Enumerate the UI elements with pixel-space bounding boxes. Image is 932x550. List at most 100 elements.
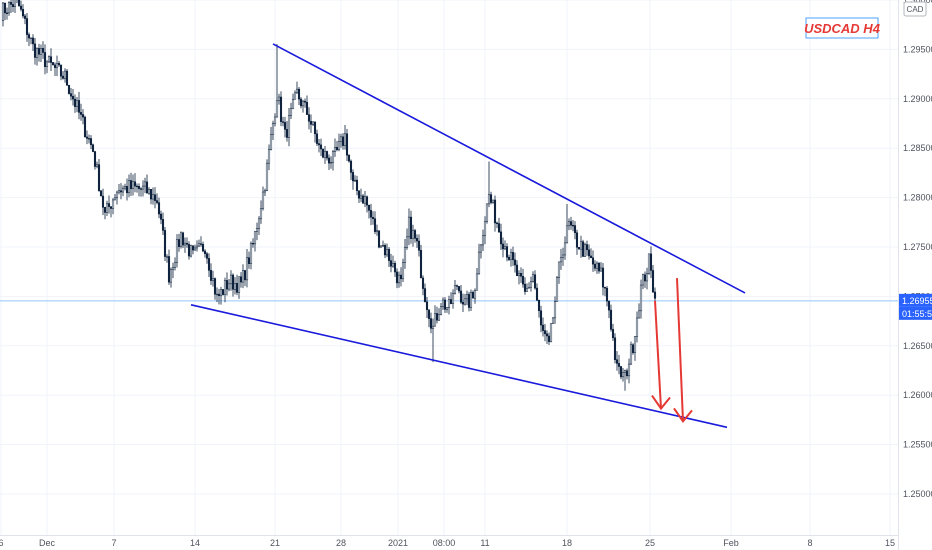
- candle-down: [605, 287, 609, 302]
- candle-up: [595, 262, 599, 269]
- candle-down: [99, 190, 103, 197]
- price-tick-label: 1.25000: [903, 489, 932, 499]
- candle-down: [3, 2, 7, 14]
- candle-up: [579, 241, 583, 250]
- candle-down: [21, 9, 25, 17]
- candle-up: [477, 251, 481, 275]
- candle-down: [515, 264, 519, 277]
- candle-down: [309, 121, 313, 125]
- candle-up: [7, 2, 11, 14]
- time-tick-label: 28: [336, 538, 346, 548]
- candle-up: [255, 228, 259, 232]
- candle-down: [281, 121, 285, 123]
- candle-down: [427, 309, 431, 319]
- candle-down: [519, 273, 523, 277]
- drawings[interactable]: [190, 43, 746, 429]
- candle-down: [153, 194, 157, 201]
- long-arrow[interactable]: [673, 278, 693, 424]
- candle-up: [323, 151, 327, 158]
- candle-down: [181, 232, 185, 246]
- candle-down: [425, 301, 429, 311]
- candle-up: [445, 307, 449, 310]
- candle-down: [297, 88, 301, 100]
- candle-down: [611, 329, 615, 339]
- time-tick-label: 15: [885, 538, 895, 548]
- candle-up: [553, 301, 557, 319]
- candle-up: [333, 147, 337, 152]
- currency-badge[interactable]: CAD: [903, 1, 927, 17]
- candle-up: [635, 317, 639, 337]
- candle-down: [389, 260, 393, 267]
- candle-down: [649, 253, 653, 271]
- candle-up: [479, 244, 483, 253]
- time-axis[interactable]: 6 Dec 7 14 21 28 2021 08:00 11 18 25 Feb 8 15: [0, 535, 898, 549]
- candle-up: [469, 292, 473, 308]
- candle-down: [135, 185, 139, 188]
- candle-down: [17, 0, 21, 7]
- candle-up: [151, 194, 155, 200]
- candle-up: [259, 208, 263, 220]
- candle-down: [53, 64, 57, 68]
- candle-down: [133, 181, 137, 187]
- candle-down: [247, 257, 251, 264]
- candle-up: [485, 203, 489, 222]
- candle-up: [375, 230, 379, 232]
- candle-up: [363, 196, 367, 204]
- candle-up: [271, 123, 275, 135]
- candle-down: [313, 121, 317, 135]
- candle-up: [141, 185, 145, 190]
- candle-up: [29, 37, 33, 39]
- candle-down: [399, 274, 403, 280]
- candle-down: [87, 138, 91, 140]
- lower-trendline[interactable]: [190, 304, 728, 429]
- candle-up: [111, 199, 115, 209]
- candle-up: [353, 179, 357, 182]
- candle-up: [195, 245, 199, 249]
- candle-up: [647, 253, 651, 274]
- candle-up: [219, 289, 223, 297]
- candle-down: [83, 116, 87, 138]
- candle-down: [457, 286, 461, 292]
- candle-up: [179, 232, 183, 247]
- candle-up: [171, 267, 175, 270]
- time-tick-label: 8: [807, 538, 812, 548]
- price-tick-label: 1.27500: [903, 242, 932, 252]
- candle-down: [221, 289, 225, 295]
- long-arrow-shaft: [676, 278, 684, 422]
- candle-down: [163, 230, 167, 257]
- time-tick-label: 11: [480, 538, 489, 548]
- candle-down: [589, 255, 593, 259]
- candle-down: [303, 100, 307, 103]
- candle-down: [581, 241, 585, 257]
- last-price-bg: [899, 293, 932, 307]
- upper-trendline[interactable]: [272, 43, 746, 294]
- candle-down: [139, 188, 143, 190]
- candle-down: [467, 294, 471, 308]
- candle-up: [549, 323, 553, 342]
- candle-down: [499, 231, 503, 245]
- candle-down: [357, 190, 361, 199]
- candle-up: [527, 286, 531, 289]
- candle-down: [49, 56, 53, 63]
- time-tick-label: 14: [190, 538, 200, 548]
- candle-up: [621, 372, 625, 378]
- candle-down: [317, 143, 321, 146]
- candle-up: [245, 257, 249, 281]
- candle-down: [109, 206, 113, 209]
- price-tick-label: 1.29500: [903, 44, 932, 54]
- long-arrow-head: [673, 407, 693, 424]
- candle-up: [637, 310, 641, 319]
- price-axis[interactable]: 1.300001.295001.290001.285001.280001.275…: [898, 0, 932, 550]
- candle-up: [531, 274, 535, 282]
- candle-down: [345, 133, 349, 156]
- candle-up: [193, 247, 197, 251]
- candle-up: [275, 100, 279, 118]
- short-arrow[interactable]: [651, 300, 671, 411]
- candle-up: [433, 313, 437, 327]
- candle-down: [71, 95, 75, 100]
- candle-up: [265, 162, 269, 191]
- candle-up: [465, 294, 469, 300]
- price-tick-label: 1.26500: [903, 341, 932, 351]
- symbol-title: USDCAD H4: [804, 17, 881, 39]
